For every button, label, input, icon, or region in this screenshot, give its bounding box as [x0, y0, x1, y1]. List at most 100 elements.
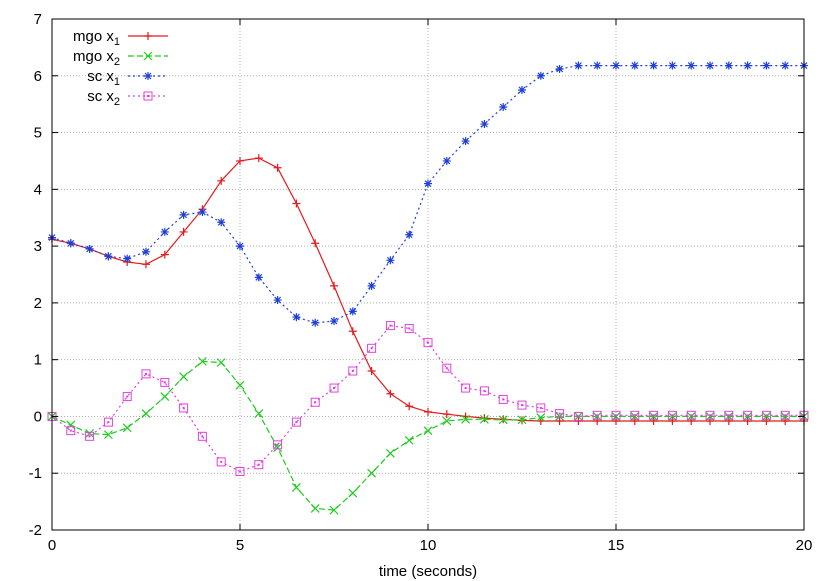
square-marker [122, 392, 132, 402]
plus-marker [367, 367, 376, 376]
square-marker-dot [709, 414, 711, 417]
x-marker [498, 415, 508, 425]
square-marker-dot [464, 387, 467, 390]
square-marker [141, 369, 151, 379]
y-tick-label: 4 [34, 181, 42, 198]
square-marker-dot [408, 327, 411, 330]
star-marker [104, 252, 113, 261]
x-marker [291, 482, 301, 492]
plus-marker [386, 389, 395, 398]
x-marker [103, 430, 113, 440]
square-marker [705, 410, 715, 420]
series-line [51, 324, 804, 473]
square-marker-dot [615, 414, 617, 417]
legend-label: sc x1 [87, 68, 120, 88]
square-marker [216, 457, 226, 467]
square-marker [423, 338, 433, 348]
legend-series-subscript: 1 [114, 36, 120, 48]
plus-marker [593, 416, 602, 425]
square-marker [517, 400, 527, 410]
star-marker [348, 307, 357, 316]
square-marker-dot [596, 414, 599, 417]
square-marker [724, 410, 734, 420]
legend-label: mgo x2 [73, 48, 120, 68]
plus-marker [273, 163, 282, 172]
plus-marker [179, 227, 188, 236]
plus-marker [330, 281, 338, 290]
square-marker-dot [276, 443, 279, 446]
star-marker [123, 254, 132, 263]
square-marker-dot [333, 387, 335, 390]
star-marker [743, 61, 752, 70]
plus-marker [311, 239, 320, 248]
square-marker-dot [295, 421, 298, 424]
x-marker [329, 505, 339, 515]
square-marker [442, 363, 452, 373]
plus-marker [612, 416, 620, 425]
square-marker [179, 403, 189, 413]
series-line [51, 64, 804, 324]
x-marker [310, 503, 320, 513]
star-marker [142, 247, 150, 256]
x-marker [143, 51, 153, 61]
square-marker-dot [521, 404, 523, 407]
square-marker-dot [671, 414, 674, 417]
square-marker-dot [147, 95, 149, 97]
series-layer [47, 61, 809, 515]
star-marker [386, 256, 395, 265]
star-marker [649, 61, 658, 70]
star-marker [461, 137, 470, 146]
square-marker-dot [239, 470, 241, 473]
star-marker [66, 239, 75, 248]
legend-series-subscript: 2 [114, 56, 120, 68]
y-tick-label: 3 [34, 238, 42, 255]
star-marker [236, 242, 244, 251]
square-marker [310, 397, 320, 407]
star-marker [405, 230, 414, 239]
star-marker [179, 210, 188, 219]
series-4 [47, 321, 809, 477]
plus-marker [706, 416, 714, 425]
star-marker [687, 61, 696, 70]
square-marker [630, 410, 640, 420]
x-marker [235, 380, 245, 390]
plus-marker [630, 416, 639, 425]
y-tick-label: 7 [34, 11, 42, 28]
y-tick-label: -1 [29, 465, 42, 482]
square-marker [649, 410, 659, 420]
square-marker [85, 431, 95, 441]
star-marker [724, 61, 733, 70]
plus-marker [574, 416, 583, 425]
square-marker [329, 383, 339, 393]
plus-marker [236, 156, 244, 165]
plus-marker [555, 416, 564, 425]
square-marker-dot [539, 406, 542, 409]
star-marker [555, 64, 564, 73]
square-marker [573, 411, 583, 421]
x-tick-label: 20 [796, 537, 813, 554]
y-tick-label: 1 [34, 352, 42, 369]
legend-label: mgo x1 [73, 28, 120, 48]
star-marker [593, 61, 602, 70]
x-marker [423, 426, 433, 436]
star-marker [160, 227, 169, 236]
x-tick-label: 0 [48, 537, 56, 554]
square-marker [367, 343, 377, 353]
square-marker-dot [558, 412, 561, 415]
square-marker-dot [633, 414, 636, 417]
plus-marker [781, 416, 790, 425]
square-marker [611, 410, 621, 420]
square-marker-dot [746, 414, 749, 417]
square-marker-dot [220, 460, 223, 463]
square-marker-dot [577, 415, 580, 418]
square-marker-dot [502, 398, 505, 401]
x-tick-label: 15 [608, 537, 625, 554]
square-marker-dot [145, 372, 147, 375]
legend-series-name: mgo x [73, 28, 114, 45]
square-marker-dot [314, 401, 317, 404]
plus-marker [762, 416, 771, 425]
x-marker [85, 429, 95, 438]
star-marker [781, 61, 790, 70]
x-marker [461, 414, 471, 424]
